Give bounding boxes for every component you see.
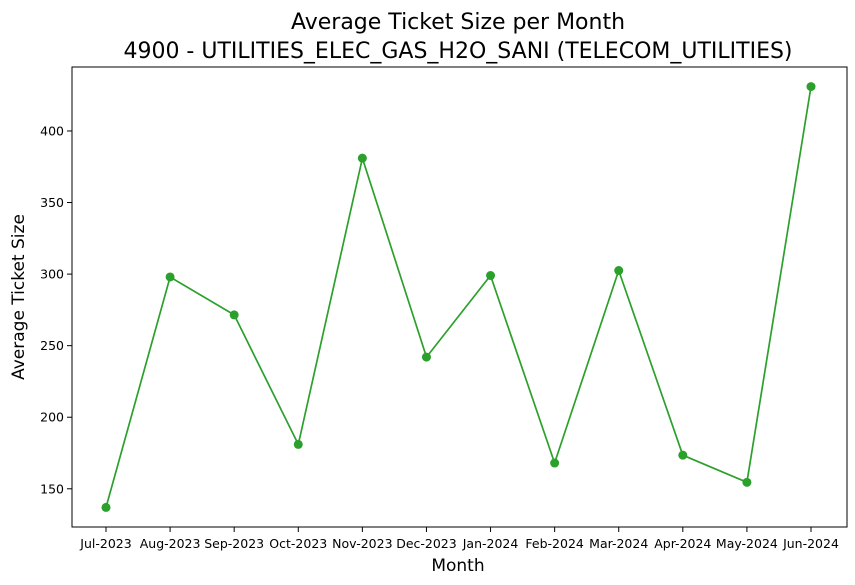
chart-title: Average Ticket Size per Month (291, 10, 625, 35)
x-tick-label: Oct-2023 (269, 536, 327, 551)
data-point (678, 450, 688, 460)
x-tick-label: Sep-2023 (204, 536, 264, 551)
x-tick-label: Feb-2024 (525, 536, 584, 551)
data-point (421, 352, 431, 362)
data-point (486, 271, 496, 281)
data-point (293, 439, 303, 449)
y-tick-label: 250 (40, 338, 64, 353)
y-tick-label: 200 (40, 410, 64, 425)
data-point (357, 153, 367, 163)
x-tick-label: Mar-2024 (589, 536, 648, 551)
data-point (614, 266, 624, 276)
x-tick-label: Apr-2024 (654, 536, 711, 551)
y-tick-label: 300 (40, 267, 64, 282)
data-point (550, 458, 560, 468)
x-tick-label: Aug-2023 (140, 536, 201, 551)
y-tick-label: 150 (40, 481, 64, 496)
data-point (806, 82, 816, 92)
data-point (101, 502, 111, 512)
x-tick-label: Nov-2023 (332, 536, 392, 551)
series-line (105, 86, 812, 508)
x-tick-label: May-2024 (716, 536, 778, 551)
data-point (229, 310, 239, 320)
data-point (165, 272, 175, 282)
y-tick-label: 350 (40, 195, 64, 210)
x-tick-label: Jan-2024 (462, 536, 519, 551)
x-tick-label: Dec-2023 (396, 536, 457, 551)
y-tick-label: 400 (40, 123, 64, 138)
x-tick-label: Jun-2024 (782, 536, 839, 551)
x-tick-label: Jul-2023 (79, 536, 131, 551)
x-axis-label: Month (431, 556, 484, 576)
chart-subtitle: 4900 - UTILITIES_ELEC_GAS_H2O_SANI (TELE… (123, 39, 792, 64)
data-point (742, 477, 752, 487)
plot-frame (71, 66, 848, 528)
plot-area: 150 200 250 300 350 400 Jul-2023 Aug-2023 Sep-20… (40, 82, 839, 551)
y-axis-label: Average Ticket Size (9, 214, 29, 380)
